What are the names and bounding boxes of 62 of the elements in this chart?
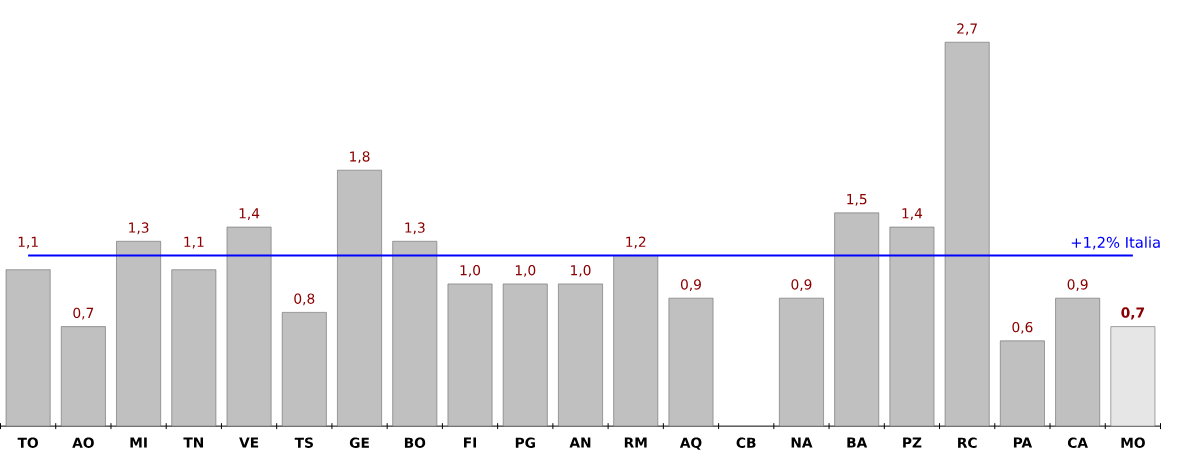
data-label: 1,1 [184, 237, 204, 249]
x-tick-label: CA [1067, 437, 1088, 449]
bar [116, 241, 161, 427]
x-tick-label: AQ [679, 437, 702, 450]
x-tick-label: VE [239, 437, 259, 448]
x-tick-label: BA [847, 437, 868, 448]
x-tick-label: CB [736, 437, 756, 449]
data-label: 1,3 [129, 222, 149, 235]
data-label: 0,9 [791, 279, 812, 292]
data-label: 1,2 [626, 236, 646, 249]
x-tick-label: BO [404, 437, 426, 449]
data-label: 1,0 [460, 265, 481, 278]
x-tick-label: PA [1013, 437, 1033, 448]
x-tick-label: TN [183, 437, 204, 448]
data-label: 0,8 [294, 293, 315, 306]
x-tick-label: AO [72, 437, 94, 449]
bar [558, 283, 603, 427]
x-tick-label: PG [515, 437, 535, 449]
bar [889, 227, 935, 427]
x-tick-label: GE [349, 437, 369, 449]
ref-line-label: +1,2% Italia [1071, 236, 1160, 250]
bar [5, 269, 51, 427]
bar [60, 326, 106, 427]
x-tick-label: MO [1121, 437, 1145, 449]
bar [779, 298, 824, 427]
x-tick-label: AN [569, 437, 591, 448]
x-tick-label: PZ [903, 437, 922, 448]
x-tick-label: TS [294, 437, 313, 449]
bar [502, 283, 548, 427]
data-label: 1,8 [350, 151, 370, 164]
data-label: 1,4 [902, 208, 923, 221]
data-label: 1,3 [405, 222, 425, 235]
bar [337, 170, 382, 427]
x-tick-label: MI [130, 437, 147, 448]
data-label: 1,4 [239, 208, 260, 221]
bar [281, 312, 327, 427]
x-tick-label: RC [958, 437, 977, 449]
data-label: 0,7 [73, 307, 94, 320]
data-label: 1,5 [847, 194, 867, 206]
bar [1110, 326, 1156, 427]
data-label: 0,7 [1121, 307, 1144, 320]
bar [226, 227, 272, 427]
bar [834, 212, 880, 427]
data-label: 0,6 [1012, 322, 1033, 334]
data-label: 1,1 [18, 237, 38, 249]
x-tick-label: RM [624, 437, 647, 448]
bar [392, 241, 438, 427]
x-tick-label: FI [464, 437, 477, 448]
bar [1055, 298, 1101, 427]
bar [447, 283, 493, 427]
bar [944, 42, 990, 427]
data-label: 1,0 [571, 265, 591, 278]
bar [613, 255, 659, 427]
bar [668, 298, 714, 427]
data-label: 0,9 [1067, 279, 1088, 292]
bar [1000, 340, 1045, 427]
data-label: 0,9 [680, 279, 701, 292]
data-label: 1,0 [515, 265, 536, 278]
data-label: 2,7 [957, 23, 977, 36]
bar [171, 269, 217, 427]
x-tick-label: NA [791, 437, 813, 448]
x-tick-label: TO [17, 437, 38, 449]
